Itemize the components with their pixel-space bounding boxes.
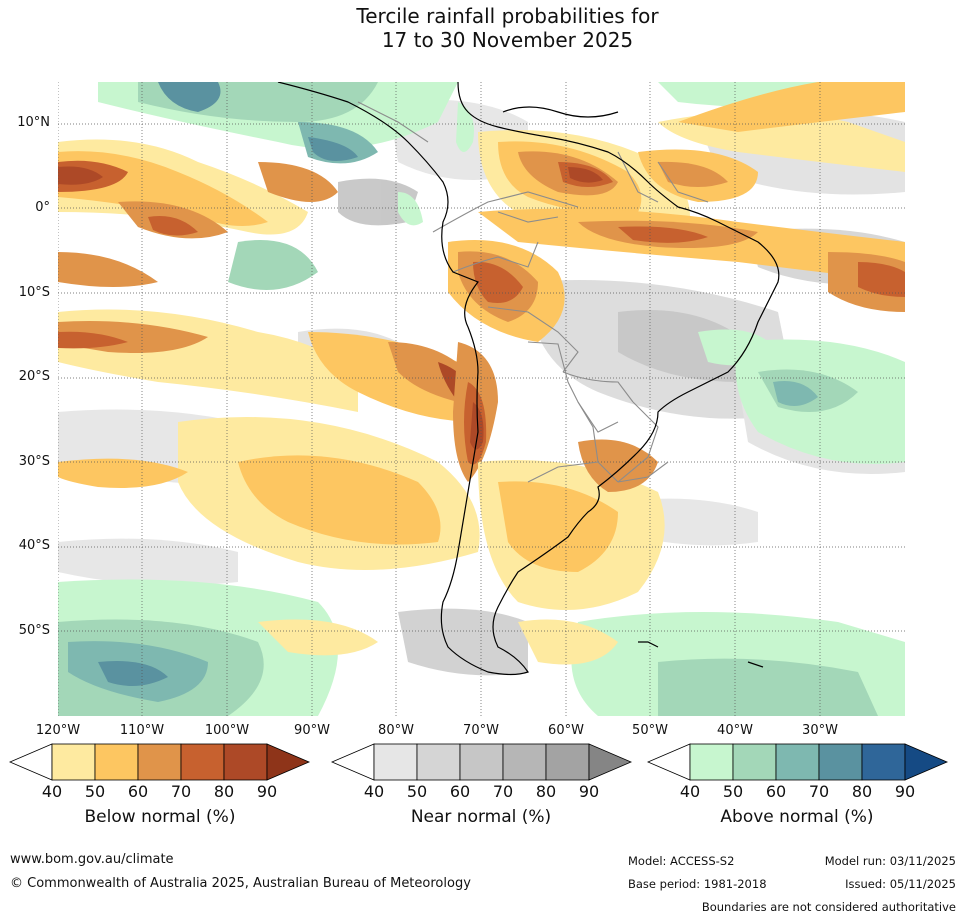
lon-label-70w: 70°W	[463, 723, 499, 738]
website-link[interactable]: www.bom.gov.au/climate	[10, 852, 174, 867]
above-tick-70: 70	[808, 782, 830, 801]
below-tick-80: 80	[213, 782, 235, 801]
lon-label-50w: 50°W	[632, 723, 668, 738]
near-color-segment-1	[373, 743, 418, 781]
title-line-1: Tercile rainfall probabilities for	[356, 4, 659, 28]
above-color-segment-6	[904, 743, 949, 781]
above-tick-50: 50	[722, 782, 744, 801]
below-tick-40: 40	[41, 782, 63, 801]
near-tick-80: 80	[535, 782, 557, 801]
above-normal-label: Above normal (%)	[720, 807, 874, 827]
above-normal-patches	[58, 82, 905, 716]
coastline	[277, 82, 780, 676]
below-tick-50: 50	[84, 782, 106, 801]
colorbars	[8, 743, 949, 781]
lon-label-100w: 100°W	[204, 723, 250, 738]
lat-label-10s: 10°S	[18, 285, 50, 300]
below-color-segment-1	[51, 743, 96, 781]
near-normal-label: Near normal (%)	[410, 807, 552, 827]
near-color-segment-3	[459, 743, 504, 781]
model-run-text: Model run: 03/11/2025	[824, 854, 956, 868]
disclaimer-text: Boundaries are not considered authoritat…	[701, 900, 956, 914]
above-tick-80: 80	[851, 782, 873, 801]
near-color-segment-6	[588, 743, 633, 781]
lon-label-60w: 60°W	[548, 723, 584, 738]
near-tick-50: 50	[406, 782, 428, 801]
near-tick-90: 90	[578, 782, 600, 801]
below-color-segment-0	[8, 743, 53, 781]
map-gridlines	[58, 82, 905, 716]
above-tick-60: 60	[765, 782, 787, 801]
above-tick-40: 40	[679, 782, 701, 801]
below-color-segment-5	[223, 743, 268, 781]
below-color-segment-3	[137, 743, 182, 781]
below-color-segment-2	[94, 743, 139, 781]
lat-label-0: 0°	[35, 200, 50, 215]
colorbar-below	[8, 743, 311, 781]
below-color-segment-6	[266, 743, 311, 781]
above-color-segment-4	[818, 743, 863, 781]
near-tick-60: 60	[449, 782, 471, 801]
near-color-segment-5	[545, 743, 590, 781]
lon-label-80w: 80°W	[378, 723, 414, 738]
below-color-segment-4	[180, 743, 225, 781]
above-color-segment-5	[861, 743, 906, 781]
lat-label-30s: 30°S	[18, 454, 50, 469]
below-tick-70: 70	[170, 782, 192, 801]
lat-label-20s: 20°S	[18, 369, 50, 384]
lon-label-90w: 90°W	[294, 723, 330, 738]
title-line-2: 17 to 30 November 2025	[381, 28, 634, 52]
above-tick-90: 90	[894, 782, 916, 801]
near-color-segment-0	[330, 743, 375, 781]
lon-label-30w: 30°W	[802, 723, 838, 738]
issued-text: Issued: 05/11/2025	[845, 877, 956, 891]
map-canvas	[58, 82, 905, 716]
lat-label-40s: 40°S	[18, 538, 50, 553]
lat-label-10n: 10°N	[17, 115, 50, 130]
model-text: Model: ACCESS-S2	[628, 854, 735, 868]
country-borders	[357, 101, 709, 483]
above-color-segment-2	[732, 743, 777, 781]
map-title: Tercile rainfall probabilities for 17 to…	[0, 4, 965, 52]
lon-label-110w: 110°W	[119, 723, 165, 738]
near-color-segment-4	[502, 743, 547, 781]
below-normal-patches	[58, 82, 905, 665]
below-tick-90: 90	[256, 782, 278, 801]
above-color-segment-1	[689, 743, 734, 781]
near-color-segment-2	[416, 743, 461, 781]
copyright-text: © Commonwealth of Australia 2025, Austra…	[10, 876, 471, 891]
below-normal-label: Below normal (%)	[84, 807, 236, 827]
lon-label-120w: 120°W	[35, 723, 81, 738]
colorbar-near	[330, 743, 633, 781]
lon-label-40w: 40°W	[717, 723, 753, 738]
rainfall-probability-map	[58, 82, 905, 716]
near-tick-40: 40	[363, 782, 385, 801]
above-color-segment-0	[646, 743, 691, 781]
above-color-segment-3	[775, 743, 820, 781]
below-tick-60: 60	[127, 782, 149, 801]
colorbar-above	[646, 743, 949, 781]
lat-label-50s: 50°S	[18, 623, 50, 638]
base-period-text: Base period: 1981-2018	[628, 877, 767, 891]
near-tick-70: 70	[492, 782, 514, 801]
